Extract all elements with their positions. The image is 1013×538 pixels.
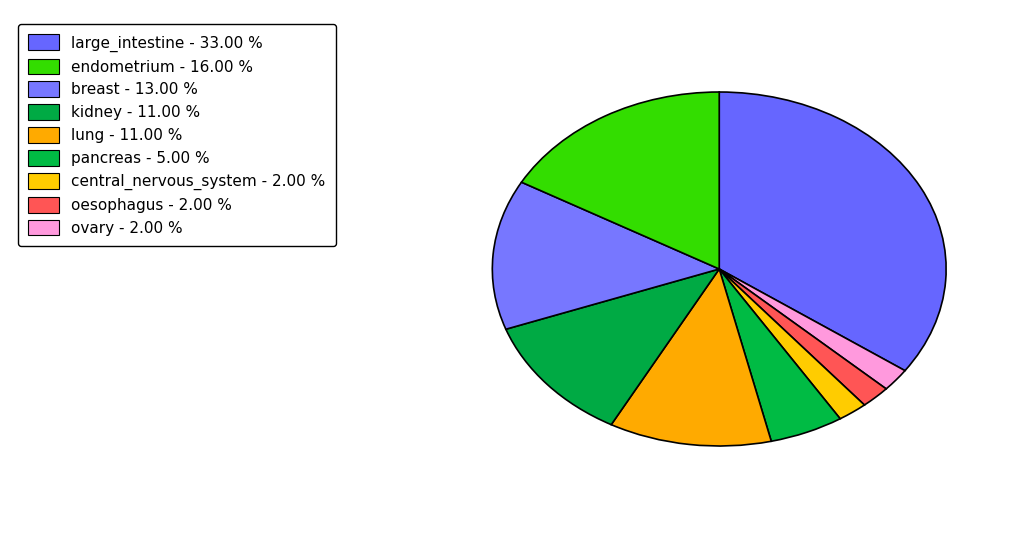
Wedge shape (719, 269, 840, 441)
Wedge shape (611, 269, 771, 446)
Wedge shape (719, 269, 886, 405)
Legend: large_intestine - 33.00 %, endometrium - 16.00 %, breast - 13.00 %, kidney - 11.: large_intestine - 33.00 %, endometrium -… (18, 24, 336, 246)
Wedge shape (505, 269, 719, 424)
Wedge shape (522, 92, 719, 269)
Wedge shape (719, 269, 905, 389)
Wedge shape (719, 269, 864, 419)
Wedge shape (492, 182, 719, 329)
Wedge shape (719, 92, 946, 371)
